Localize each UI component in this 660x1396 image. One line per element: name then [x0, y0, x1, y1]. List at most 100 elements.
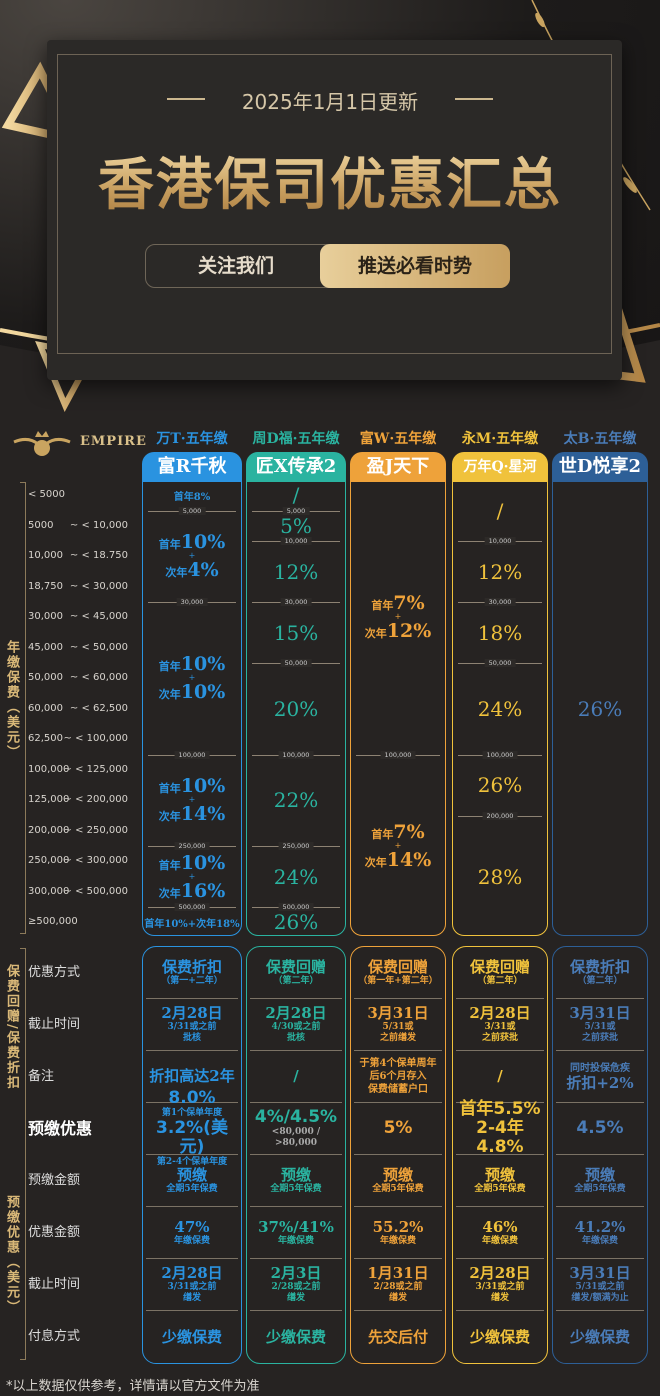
offer-sub-text: 之前缮发	[379, 1033, 416, 1043]
second-year-rate: 14%	[180, 803, 226, 826]
offer-note-text: 于第4个保单周年	[359, 1058, 437, 1069]
offer-pct-text: 3.2%(美元)	[156, 1118, 228, 1157]
follow-button[interactable]: 关注我们	[197, 255, 274, 277]
column-product-tab[interactable]: 世D悦享2	[552, 452, 648, 482]
first-year-label: 首年	[158, 782, 181, 796]
row-label-to: ~ < 200,000	[63, 794, 128, 805]
rate-segment: 26%	[246, 907, 346, 938]
tier-boundary: 10,000	[252, 537, 340, 545]
offer-main-text: 2月28日	[469, 1004, 531, 1022]
column-company: 周D福·五年缴	[252, 431, 340, 447]
row-label-to: ~ < 60,000	[69, 672, 128, 683]
offer-cell: 于第4个保单周年 后6个月存入 保费储蓄户口	[354, 1051, 442, 1103]
rate-segment: 26%	[552, 480, 648, 938]
tier-boundary: 100,000	[356, 750, 440, 759]
row-label-from: ≥500,000	[28, 916, 78, 927]
page-title: 香港保司优惠汇总	[0, 140, 660, 221]
offer-cell: 预缴 全期5年保费	[556, 1155, 644, 1207]
offer-main-text: 2月28日	[161, 1264, 223, 1282]
rate-segment: /	[452, 480, 548, 541]
plus-sign: +	[188, 551, 196, 561]
offer-cell: 折扣高达2年	[146, 1051, 238, 1103]
tier-boundary-label: 5,000	[178, 506, 206, 515]
offer-main-text: 46%	[482, 1217, 518, 1236]
offer-sub-text: 之前获批	[581, 1033, 618, 1043]
tier-boundary-label: 5,000	[282, 506, 310, 515]
tier-boundary-label: 100,000	[174, 750, 210, 759]
row-label-from: 300,000	[28, 885, 70, 897]
tier-boundary-label: 50,000	[280, 659, 312, 667]
column-rate-box	[350, 480, 446, 936]
column-offer-box	[246, 946, 346, 1364]
tier-boundary-label: 30,000	[176, 598, 208, 606]
offer-cell: 4.5%	[556, 1103, 644, 1155]
offer-row-label: 预缴优惠	[28, 1119, 93, 1138]
offer-main-text: 先交后付	[367, 1327, 428, 1346]
column-rate-box	[552, 480, 648, 936]
plus-sign: +	[394, 612, 402, 622]
tier-boundary: 50,000	[252, 659, 340, 667]
column-rate-box	[452, 480, 548, 936]
offer-sub-text: （第二年）	[477, 975, 523, 986]
offer-main-text: 保费回赠	[265, 957, 326, 976]
column-offer-box	[452, 946, 548, 1364]
push-button[interactable]: 推送必看时势	[320, 244, 510, 288]
row-label: 10,000 ~ < 18.750	[28, 549, 140, 563]
row-label: 100,000 ~ < 125,000	[28, 763, 140, 777]
offer-main-text: 2月28日	[469, 1264, 531, 1282]
offer-cell: 保费折扣 （第二年）	[556, 947, 644, 999]
column-product-tab[interactable]: 盈J天下	[350, 452, 446, 482]
rate-value: /	[496, 498, 504, 523]
tier-boundary: 500,000	[148, 903, 236, 911]
offer-sub-text: 年缴保费	[581, 1235, 618, 1246]
tier-boundary-label: 100,000	[380, 750, 416, 759]
row-label-from: 125,000	[28, 794, 70, 805]
offer-sub-text: 全期5年保费	[372, 1183, 424, 1194]
offer-cell: 先交后付	[354, 1311, 442, 1363]
row-label: 18,750 ~ < 30,000	[28, 580, 140, 594]
first-year-rate: 10%	[180, 653, 226, 676]
column-company: 永M·五年缴	[461, 431, 539, 447]
tier-boundary: 50,000	[458, 659, 542, 667]
offer-sub-text: <80,000 / >80,000	[271, 1127, 321, 1148]
offer-sub-text: 之前获批	[481, 1033, 518, 1043]
offer-sub-text: 2/28或之前	[373, 1282, 423, 1292]
row-label-from: 30,000	[28, 611, 63, 622]
tier-boundary-label: 100,000	[278, 750, 314, 759]
tier-boundary: 10,000	[458, 537, 542, 545]
offer-note-text: 同时投保危疾	[570, 1062, 630, 1074]
rate-segment: 22%	[246, 755, 346, 847]
column-product-tab[interactable]: 富R千秋	[142, 452, 242, 482]
row-label: 125,000 ~ < 200,000	[28, 793, 140, 807]
first-year-line: 首年7%	[371, 592, 424, 614]
row-label-to: ~ < 100,000	[63, 733, 128, 744]
offer-sub-text: 4/30或之前	[271, 1022, 321, 1032]
offer-sub-text: 缮发	[388, 1293, 407, 1303]
column-product-tab[interactable]: 万年Q·星河	[452, 452, 548, 482]
offer-cell: 预缴 全期5年保费	[456, 1155, 544, 1207]
offer-pct-text: 8.0%	[168, 1088, 216, 1108]
second-year-line: 次年14%	[365, 849, 432, 871]
offer-sub-text: （第一+二年）	[161, 975, 223, 986]
rate-segment: 18%	[452, 602, 548, 663]
row-label: 250,000 ~ < 300,000	[28, 854, 140, 868]
offer-sub-text: 年缴保费	[173, 1235, 210, 1246]
update-date: 2025年1月1日更新	[241, 90, 419, 114]
first-year-label: 首年	[371, 599, 394, 613]
group-label-rebate: 保费回赠/保费折扣	[4, 963, 19, 1091]
column-rate-box	[246, 480, 346, 936]
offer-cell: 37%/41% 年缴保费	[250, 1207, 342, 1259]
rate-value: 18%	[477, 620, 523, 645]
offer-main-text: /	[497, 1067, 503, 1085]
second-year-label: 次年	[364, 856, 387, 869]
offer-sub-text: 年缴保费	[379, 1235, 416, 1246]
offer-sub-text: 3/31或之前	[475, 1282, 525, 1292]
column-product-tab[interactable]: 匠X传承2	[246, 452, 346, 482]
row-label-to: ~ < 125,000	[63, 763, 128, 775]
rate-text: 首年8%	[173, 491, 211, 503]
offer-row-label: 截止时间	[28, 1017, 81, 1032]
first-year-label: 首年	[158, 858, 181, 872]
offer-pct-text: 2-4年4.8%	[476, 1118, 524, 1157]
row-label: 62,500 ~ < 100,000	[28, 732, 140, 746]
offer-cell: 41.2% 年缴保费	[556, 1207, 644, 1259]
